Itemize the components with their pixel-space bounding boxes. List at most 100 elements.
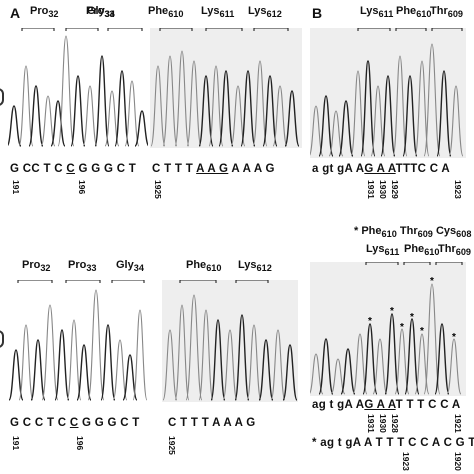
codon-label-bottom-mid-1: Phe610 xyxy=(186,259,222,274)
codon-label-top-mid-2: Lys611 xyxy=(201,5,235,20)
position-196-bottom: 196 xyxy=(75,436,85,451)
trace-peak xyxy=(318,338,334,395)
trace-peak xyxy=(404,318,420,395)
codon-label-bottom-right-2: Phe610 xyxy=(404,243,440,258)
codon-label-bottom-left-1: Pro32 xyxy=(22,259,51,274)
trace-peak xyxy=(423,43,441,157)
position-196-top: 196 xyxy=(77,180,87,195)
trace-peak xyxy=(100,324,116,401)
codon-label-top-right-2: Phe610 xyxy=(396,5,432,20)
trace-peak xyxy=(76,344,92,401)
trace-peak xyxy=(57,35,75,147)
position-1920-bottom: 1920 xyxy=(453,452,463,471)
trace-peak xyxy=(18,65,34,147)
chromatogram-bottom-right: * * * * * * * xyxy=(310,262,466,396)
trace-peak xyxy=(222,329,238,401)
trace-peak xyxy=(340,348,356,395)
trace-peak xyxy=(384,313,400,395)
trace-peak xyxy=(434,323,450,395)
trace-peak xyxy=(150,65,166,147)
trace-group-top-left xyxy=(8,35,148,147)
position-191-top: 191 xyxy=(11,180,21,195)
trace-peak xyxy=(50,100,66,147)
trace-peak xyxy=(282,344,298,401)
position-1923-bottom: 1923 xyxy=(401,452,411,471)
trace-peak xyxy=(94,55,110,147)
position-1931-bottom: 1931 xyxy=(366,414,376,433)
trace-peak xyxy=(350,70,366,157)
trace-peak xyxy=(262,75,278,147)
codon-label-top-mid-1: Phe610 xyxy=(148,5,184,20)
trace-group-top-right xyxy=(310,43,464,157)
codon-label-top-left-2: Pro33 xyxy=(86,5,115,20)
trace-peak xyxy=(28,85,44,147)
trace-peak xyxy=(310,353,324,395)
trace-peak xyxy=(328,110,344,157)
mutation-star: * xyxy=(420,326,424,337)
trace-peak xyxy=(112,339,128,401)
trace-peak xyxy=(272,85,288,147)
panel-label-b: B xyxy=(312,5,323,21)
trace-peak xyxy=(114,70,130,147)
trace-peak xyxy=(448,85,464,157)
position-1925-top: 1925 xyxy=(153,180,163,199)
trace-peak xyxy=(30,339,46,401)
trace-peak xyxy=(174,50,190,147)
trace-peak xyxy=(240,70,256,147)
position-1925-bottom: 1925 xyxy=(167,436,177,455)
trace-peak xyxy=(218,70,234,147)
sequence-bottom-mid: C T T T A A A G xyxy=(168,417,256,429)
trace-peak xyxy=(198,75,214,147)
panel-label-a: A xyxy=(10,5,21,21)
trace-peak xyxy=(185,294,203,401)
trace-peak xyxy=(360,60,376,157)
trace-group-bottom-mid xyxy=(162,294,298,401)
chromatogram-bottom-left xyxy=(8,280,148,401)
sequence-bottom-right: ag t gA AG A AT T T C C A xyxy=(312,399,461,411)
trace-peak xyxy=(446,338,462,395)
trace-peak xyxy=(394,328,410,395)
trace-peak xyxy=(362,323,378,395)
trace-peak xyxy=(132,309,148,401)
position-1930-top: 1930 xyxy=(378,180,388,199)
position-1928-bottom: 1928 xyxy=(390,414,400,433)
codon-label-gly-top: Gly34 xyxy=(87,5,115,20)
trace-peak xyxy=(402,75,418,157)
trace-peak xyxy=(352,333,368,395)
trace-peak xyxy=(186,60,202,147)
trace-peak xyxy=(380,75,396,157)
trace-peak xyxy=(134,110,148,147)
trace-peak xyxy=(230,85,246,147)
trace-peak xyxy=(234,314,250,401)
position-1930-bottom: 1930 xyxy=(378,414,388,433)
codon-label-top-mid-3: Lys612 xyxy=(248,5,282,20)
position-191-bottom: 191 xyxy=(11,436,21,451)
star-marker: * xyxy=(354,225,359,237)
trace-peak xyxy=(82,85,98,147)
trace-peak xyxy=(423,283,441,395)
position-1931-top: 1931 xyxy=(366,180,376,199)
trace-peak xyxy=(258,339,274,401)
trace-peak xyxy=(208,65,224,147)
trace-group-bottom-left xyxy=(8,289,148,401)
trace-peak xyxy=(124,80,140,147)
chromatogram-top-left xyxy=(8,28,148,147)
codon-label-bottom-right-star-row: * Phe610 Thr609 Cys608 xyxy=(354,225,472,240)
trace-peak xyxy=(162,55,178,147)
trace-peak xyxy=(270,329,286,401)
trace-peak xyxy=(338,100,354,157)
trace-peak xyxy=(18,324,34,401)
trace-peak xyxy=(246,324,262,401)
edge-mark-top xyxy=(0,88,4,106)
trace-peak xyxy=(8,349,24,401)
trace-peak xyxy=(104,90,120,147)
trace-peak xyxy=(310,105,324,157)
trace-peak xyxy=(70,75,86,147)
trace-peak xyxy=(54,329,70,401)
trace-peak xyxy=(436,70,452,157)
sequence-bottom-right-mut: * ag t gA A T T T C C A C G T xyxy=(312,437,474,449)
mutation-star: * xyxy=(410,312,414,323)
trace-peak xyxy=(210,319,226,401)
chromatogram-top-right xyxy=(310,28,466,158)
codon-label-bottom-right-3: Thr609 xyxy=(438,243,472,258)
